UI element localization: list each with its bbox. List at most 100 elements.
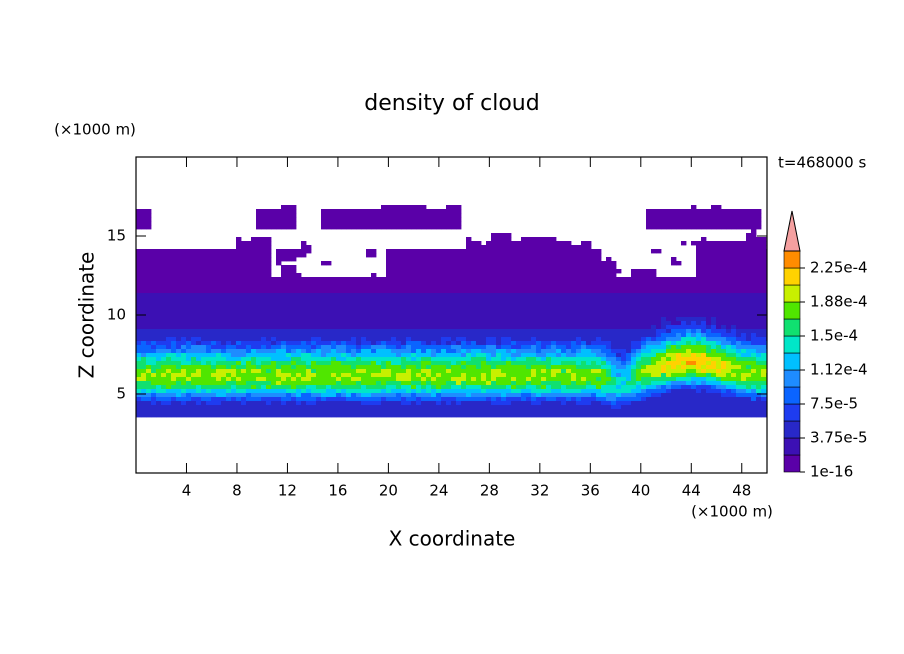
contour-cell: [306, 325, 312, 330]
contour-cell: [391, 381, 397, 386]
contour-cell: [611, 277, 617, 282]
contour-cell: [341, 357, 347, 362]
contour-cell: [481, 281, 487, 286]
contour-cell: [206, 289, 212, 294]
contour-cell: [416, 325, 422, 330]
contour-cell: [476, 345, 482, 350]
contour-cell: [666, 345, 672, 350]
contour-cell: [311, 361, 317, 366]
contour-cell: [176, 333, 182, 338]
contour-cell: [461, 329, 467, 334]
contour-cell: [611, 273, 617, 278]
contour-cell: [281, 329, 287, 334]
contour-cell: [471, 385, 477, 390]
contour-cell: [166, 309, 172, 314]
contour-cell: [561, 309, 567, 314]
contour-cell: [751, 325, 757, 330]
contour-cell: [486, 313, 492, 318]
contour-cell: [331, 325, 337, 330]
contour-cell: [396, 345, 402, 350]
contour-cell: [591, 281, 597, 286]
contour-cell: [496, 281, 502, 286]
contour-cell: [511, 373, 517, 378]
contour-cell: [221, 273, 227, 278]
contour-cell: [696, 269, 702, 274]
contour-cell: [491, 265, 497, 270]
contour-cell: [391, 325, 397, 330]
contour-cell: [736, 249, 742, 254]
contour-cell: [631, 289, 637, 294]
contour-cell: [751, 277, 757, 282]
contour-cell: [621, 341, 627, 346]
contour-cell: [761, 349, 767, 354]
contour-cell: [141, 309, 147, 314]
contour-cell: [476, 249, 482, 254]
contour-cell: [546, 373, 552, 378]
contour-cell: [646, 305, 652, 310]
contour-cell: [176, 353, 182, 358]
contour-cell: [466, 341, 472, 346]
contour-cell: [551, 277, 557, 282]
contour-cell: [726, 273, 732, 278]
contour-cell: [456, 377, 462, 382]
contour-cell: [756, 341, 762, 346]
contour-cell: [561, 321, 567, 326]
contour-cell: [156, 377, 162, 382]
contour-cell: [746, 329, 752, 334]
contour-cell: [676, 213, 682, 218]
contour-cell: [451, 321, 457, 326]
contour-cell: [196, 337, 202, 342]
contour-cell: [236, 365, 242, 370]
contour-cell: [386, 217, 392, 222]
contour-cell: [406, 277, 412, 282]
contour-cell: [426, 281, 432, 286]
contour-cell: [556, 313, 562, 318]
contour-cell: [471, 365, 477, 370]
contour-cell: [486, 345, 492, 350]
contour-cell: [426, 385, 432, 390]
contour-cell: [666, 373, 672, 378]
contour-cell: [496, 341, 502, 346]
contour-cell: [276, 325, 282, 330]
contour-cell: [196, 261, 202, 266]
contour-cell: [646, 337, 652, 342]
contour-cell: [521, 373, 527, 378]
contour-cell: [646, 345, 652, 350]
contour-cell: [376, 217, 382, 222]
contour-cell: [206, 345, 212, 350]
contour-cell: [356, 361, 362, 366]
contour-cell: [401, 397, 407, 402]
contour-cell: [236, 285, 242, 290]
contour-cell: [411, 305, 417, 310]
contour-cell: [686, 349, 692, 354]
contour-cell: [501, 377, 507, 382]
contour-cell: [726, 313, 732, 318]
contour-cell: [441, 213, 447, 218]
contour-cell: [331, 297, 337, 302]
contour-cell: [261, 345, 267, 350]
contour-cell: [161, 301, 167, 306]
contour-cell: [696, 337, 702, 342]
contour-cell: [646, 289, 652, 294]
contour-cell: [451, 309, 457, 314]
contour-cell: [261, 281, 267, 286]
contour-cell: [396, 353, 402, 358]
contour-cell: [171, 281, 177, 286]
contour-cell: [576, 361, 582, 366]
contour-cell: [136, 285, 142, 290]
contour-cell: [336, 353, 342, 358]
contour-cell: [386, 253, 392, 258]
contour-cell: [286, 265, 292, 270]
contour-cell: [386, 225, 392, 230]
contour-cell: [246, 305, 252, 310]
contour-cell: [676, 341, 682, 346]
contour-cell: [251, 317, 257, 322]
contour-cell: [641, 305, 647, 310]
contour-cell: [386, 265, 392, 270]
contour-cell: [671, 353, 677, 358]
contour-cell: [731, 289, 737, 294]
contour-cell: [411, 297, 417, 302]
contour-cell: [206, 337, 212, 342]
contour-cell: [426, 297, 432, 302]
contour-cell: [751, 321, 757, 326]
